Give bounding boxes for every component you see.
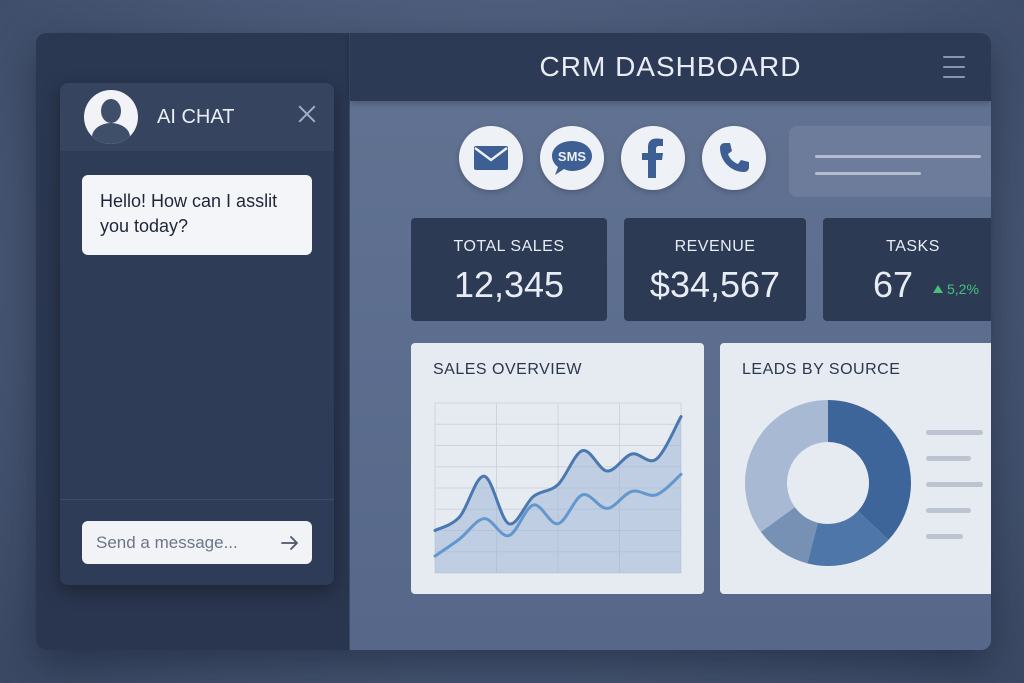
avatar [84, 90, 138, 144]
svg-text:SMS: SMS [558, 149, 587, 164]
phone-icon [720, 143, 749, 172]
donut-slice-1 [828, 400, 911, 540]
sales-overview-panel: SALES OVERVIEW [411, 343, 704, 594]
placeholder-card [789, 126, 991, 197]
sms-channel-button[interactable]: SMS [540, 126, 604, 190]
stat-label: REVENUE [674, 238, 756, 255]
page-title: CRM DASHBOARD [539, 51, 802, 82]
series-line-2 [433, 472, 683, 558]
series-line-1 [433, 415, 683, 532]
stat-value: 12,345 [453, 264, 565, 305]
stat-label: TASKS [886, 238, 940, 255]
close-icon[interactable] [298, 105, 316, 123]
facebook-icon [642, 138, 663, 178]
chat-message: Hello! How can I asslit you today? [82, 175, 312, 255]
email-channel-button[interactable] [459, 126, 523, 190]
chat-divider [60, 499, 334, 500]
sales-line-chart [433, 402, 683, 574]
leads-donut-chart [745, 400, 911, 566]
header: CRM DASHBOARD [350, 33, 991, 101]
donut-slice-3 [760, 507, 818, 564]
message-input[interactable]: Send a message... [82, 521, 312, 564]
facebook-channel-button[interactable] [621, 126, 685, 190]
stat-value: $34,567 [649, 264, 781, 305]
send-arrow-icon[interactable] [280, 533, 300, 553]
stat-card-tasks: TASKS 67 5,2% [823, 218, 991, 321]
donut-slice-2 [807, 511, 889, 566]
chat-title: AI CHAT [157, 105, 235, 128]
trend-value: 5,2% [947, 281, 979, 297]
panel-title: SALES OVERVIEW [433, 361, 582, 378]
app-window: AI CHAT Hello! How can I asslit you toda… [36, 33, 991, 650]
trend-up-icon [933, 285, 943, 293]
left-pane: AI CHAT Hello! How can I asslit you toda… [36, 33, 350, 650]
chat-header: AI CHAT [60, 83, 334, 151]
panel-title: LEADS BY SOURCE [742, 361, 901, 378]
stat-value: 67 [873, 264, 914, 305]
legend-item [926, 508, 971, 513]
chat-widget: AI CHAT Hello! How can I asslit you toda… [60, 83, 334, 585]
legend-item [926, 430, 983, 435]
mail-icon [474, 146, 508, 170]
legend-item [926, 534, 963, 539]
stat-card-total-sales: TOTAL SALES 12,345 [411, 218, 607, 321]
phone-channel-button[interactable] [702, 126, 766, 190]
menu-icon[interactable] [943, 56, 965, 78]
legend-item [926, 482, 983, 487]
main-content: CRM DASHBOARD SMS [350, 33, 991, 650]
stat-card-revenue: REVENUE $34,567 [624, 218, 806, 321]
legend-item [926, 456, 971, 461]
leads-by-source-panel: LEADS BY SOURCE [720, 343, 991, 594]
sms-icon: SMS [552, 141, 592, 175]
stat-label: TOTAL SALES [453, 238, 565, 255]
series-area [435, 416, 681, 573]
donut-slice-4 [745, 400, 828, 532]
message-input-placeholder: Send a message... [96, 532, 238, 552]
trend-badge: 5,2% [933, 281, 979, 297]
